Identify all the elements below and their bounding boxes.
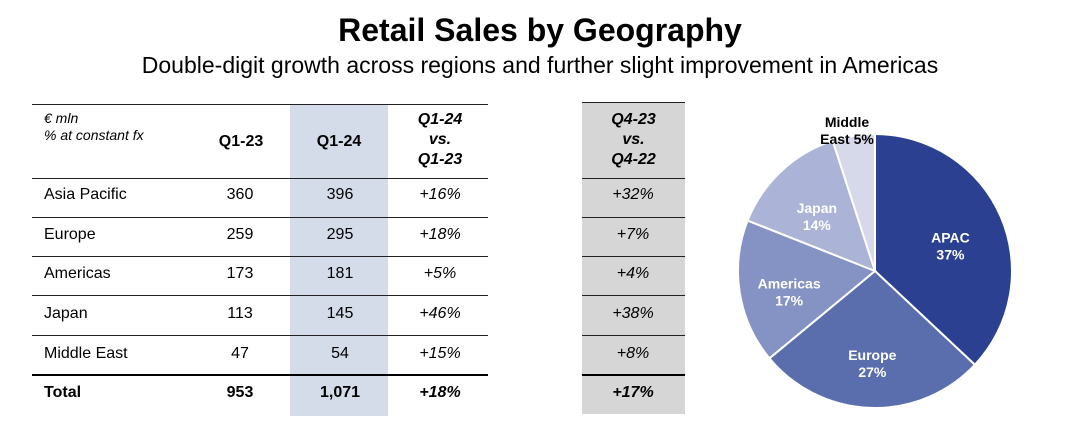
row-divider (32, 256, 488, 257)
header-growth-line-3: Q1-23 (417, 151, 463, 168)
header-growth-line-2: vs. (428, 131, 452, 148)
header-q124: Q1-24 (316, 133, 362, 150)
total-label: Total (44, 384, 82, 401)
header-q4-line-2: vs. (622, 131, 645, 148)
row-divider (582, 295, 685, 296)
pie-slice-americas (737, 219, 877, 360)
row-q123: 173 (226, 265, 254, 282)
row-divider (582, 256, 685, 257)
pie-label-europe: Europe 27% (848, 347, 896, 380)
row-region: Asia Pacific (44, 186, 127, 203)
q124-column-highlight (290, 104, 388, 416)
q4-column-highlight (582, 102, 685, 414)
row-growth: +18% (419, 226, 461, 243)
header-q4: Q4-23 vs. Q4-22 (582, 110, 685, 170)
row-region: Middle East (44, 345, 128, 362)
row-q124: 181 (326, 265, 354, 282)
row-q124: 54 (331, 345, 349, 362)
row-growth: +16% (419, 186, 461, 203)
row-growth: +46% (419, 305, 461, 322)
unit-fx-note: % at constant fx (44, 127, 144, 143)
pie-slice-apac (874, 132, 1013, 367)
row-q4: +4% (616, 265, 650, 282)
pie-slice-middle (831, 132, 876, 272)
row-q123: 259 (226, 226, 254, 243)
page-subtitle: Double-digit growth across regions and f… (141, 52, 939, 78)
row-q123: 113 (227, 305, 253, 322)
row-divider (32, 295, 488, 296)
row-growth: +15% (419, 345, 461, 362)
row-region: Japan (44, 305, 88, 322)
row-q4: +32% (612, 186, 654, 203)
row-q124: 145 (326, 305, 354, 322)
row-growth: +5% (423, 265, 457, 282)
row-divider (582, 178, 685, 179)
pie-label-apac: APAC 37% (931, 229, 970, 262)
row-divider (582, 217, 685, 218)
row-q124: 396 (326, 186, 354, 203)
total-q4: +17% (612, 384, 654, 401)
pie-label-japan: Japan 14% (797, 200, 837, 233)
header-q4-line-3: Q4-22 (611, 151, 656, 168)
unit-currency: € mln (44, 110, 79, 126)
total-q124: 1,071 (319, 384, 361, 401)
total-divider (32, 374, 488, 376)
row-q123: 360 (226, 186, 254, 203)
header-growth: Q1-24 vs. Q1-23 (390, 110, 490, 170)
header-q123: Q1-23 (218, 133, 264, 150)
pie-chart: APAC 37% Europe 27% Americas 17% Japan 14% Middl… (737, 114, 1013, 409)
row-divider (32, 217, 488, 218)
row-divider (582, 335, 685, 336)
row-divider (32, 335, 488, 336)
row-divider (32, 178, 488, 179)
row-q4: +38% (612, 305, 654, 322)
row-q124: 295 (326, 226, 354, 243)
pie-label-middle: Middle East 5% (820, 114, 874, 147)
total-growth: +18% (419, 384, 461, 401)
q4-top-rule (582, 102, 685, 103)
table-unit-note: € mln % at constant fx (44, 110, 144, 144)
row-q4: +8% (616, 345, 650, 362)
row-region: Europe (44, 226, 96, 243)
total-q123: 953 (226, 384, 254, 401)
header-growth-line-1: Q1-24 (417, 111, 463, 128)
page-title: Retail Sales by Geography (338, 12, 742, 48)
table-top-rule (32, 104, 488, 105)
pie-label-americas: Americas 17% (758, 275, 821, 308)
row-region: Americas (44, 265, 111, 282)
row-q123: 47 (231, 345, 249, 362)
header-q4-line-1: Q4-23 (611, 111, 656, 128)
row-q4: +7% (616, 226, 650, 243)
pie-slice-europe (768, 269, 977, 409)
total-divider (582, 374, 685, 376)
